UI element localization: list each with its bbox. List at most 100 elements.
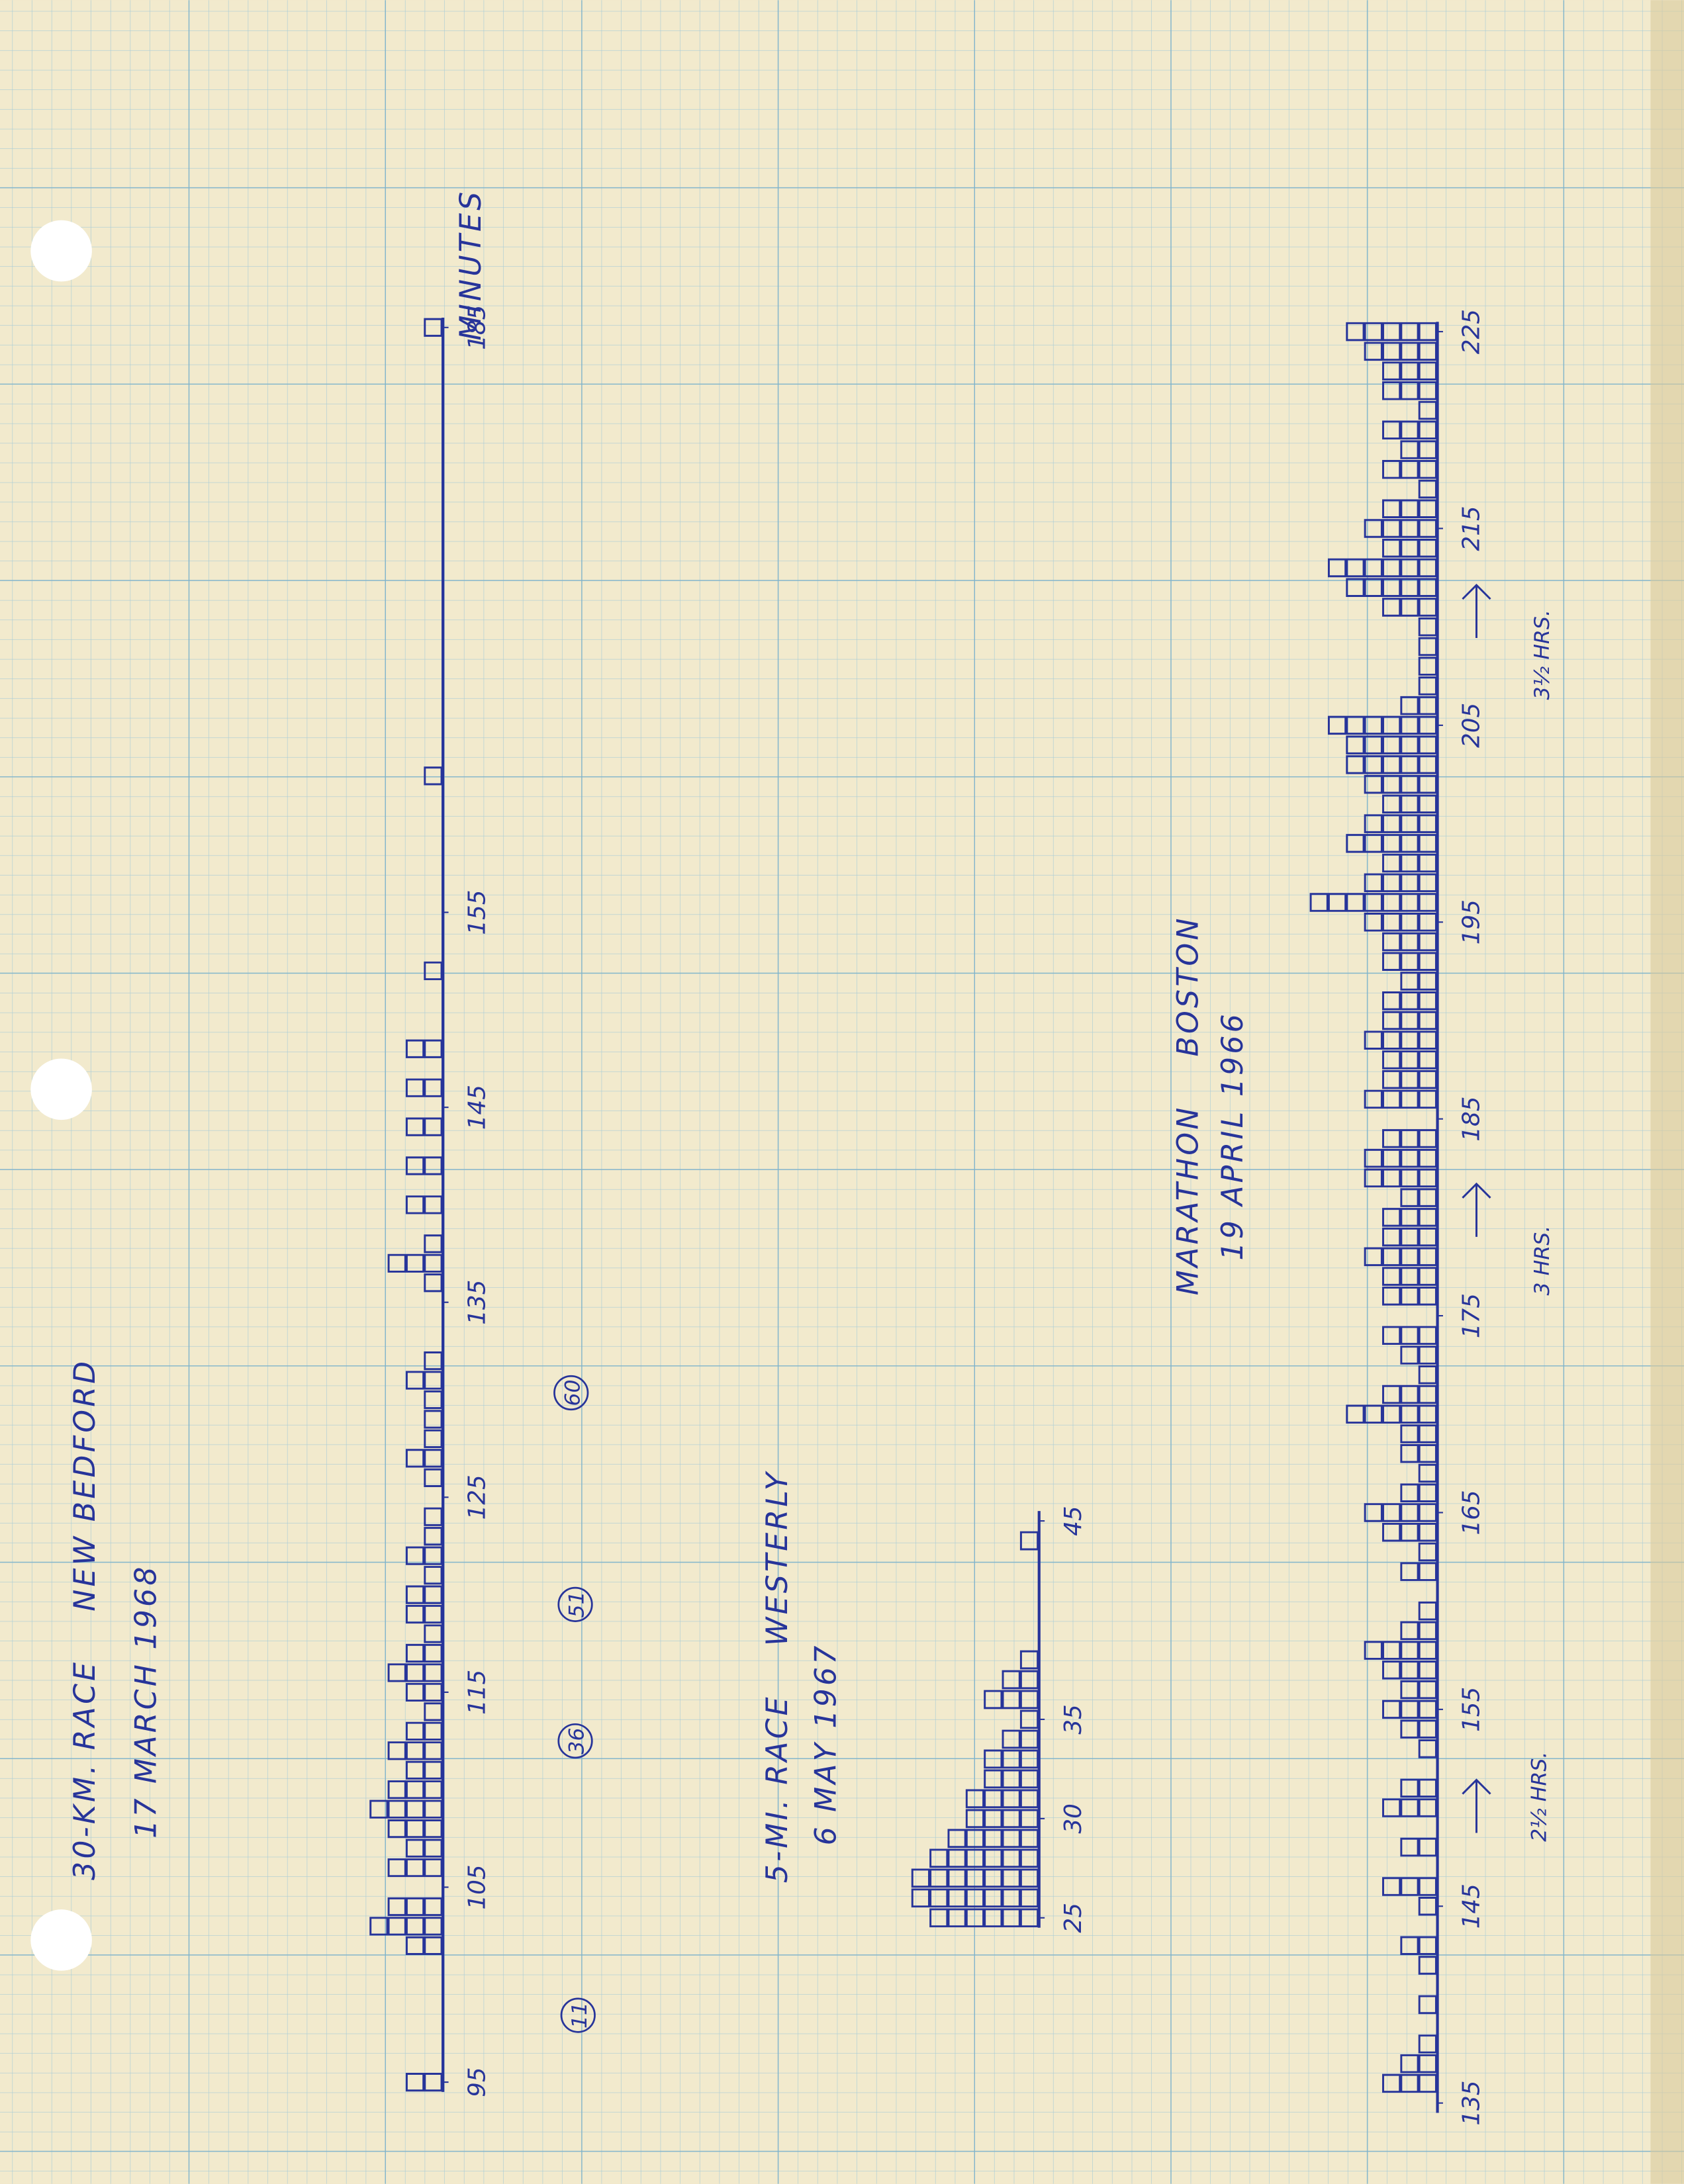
unit-column [1382, 1267, 1437, 1286]
unit-column [1382, 1877, 1437, 1896]
unit-column [387, 1819, 443, 1839]
unit-column [405, 1449, 443, 1468]
unit-column [1418, 637, 1437, 657]
unit-column [1400, 1621, 1437, 1641]
tick-label: 145 [1458, 1884, 1485, 1929]
unit-column [1418, 1542, 1437, 1562]
unit-column [1002, 1729, 1039, 1749]
unit-column [1418, 1956, 1437, 1975]
unit-column [1400, 972, 1437, 991]
unit-column [1364, 873, 1437, 893]
unit-column [1382, 460, 1437, 479]
unit-column [424, 1624, 443, 1643]
unit-column [1418, 1463, 1437, 1483]
tick-label: 35 [1060, 1704, 1087, 1735]
tick-label: 155 [1458, 1687, 1485, 1732]
unit-column [1364, 1168, 1437, 1188]
paper-edge [1650, 0, 1684, 2184]
unit-column [387, 1858, 443, 1878]
unit-column [1309, 893, 1437, 912]
unit-column [965, 1789, 1039, 1809]
tick-label: 205 [1458, 703, 1485, 748]
punch-hole [30, 1058, 92, 1120]
unit-column [1346, 1404, 1437, 1424]
arrow [1462, 1778, 1491, 1833]
unit-column [984, 1690, 1039, 1709]
unit-column [1400, 1483, 1437, 1502]
unit-column [1400, 1424, 1437, 1443]
unit-column [1400, 1562, 1437, 1581]
unit-column [424, 1702, 443, 1721]
unit-column [984, 1749, 1039, 1769]
unit-column [929, 1848, 1039, 1868]
annotation: 3 HRS. [1530, 1226, 1554, 1296]
unit-column [1418, 617, 1437, 637]
unit-column [1400, 696, 1437, 715]
unit-column [424, 1273, 443, 1293]
unit-column [1346, 834, 1437, 853]
unit-column [424, 1390, 443, 1410]
unit-column [1418, 1739, 1437, 1758]
unit-column [1382, 1385, 1437, 1404]
unit-column [929, 1908, 1039, 1928]
unit-column [405, 1039, 443, 1058]
circle-mark [553, 1375, 589, 1411]
unit-column [405, 1371, 443, 1390]
unit-column [1418, 1897, 1437, 1916]
unit-column [405, 1195, 443, 1214]
tick-label: 125 [463, 1475, 491, 1520]
unit-column [1364, 814, 1437, 833]
unit-column [424, 1234, 443, 1253]
unit-column [1418, 676, 1437, 696]
unit-column [1382, 853, 1437, 873]
unit-column [1400, 1188, 1437, 1207]
tick-label: 135 [1458, 2081, 1485, 2126]
tick-label: 45 [1060, 1506, 1087, 1536]
unit-column [1364, 519, 1437, 538]
unit-column [1382, 499, 1437, 518]
tick-label: 145 [463, 1085, 491, 1130]
tick-label: 175 [1458, 1293, 1485, 1338]
unit-column [1382, 1287, 1437, 1306]
unit-column [1364, 913, 1437, 932]
unit-column [1327, 558, 1437, 578]
unit-column [1382, 381, 1437, 400]
unit-column [1418, 1601, 1437, 1621]
unit-column [405, 1604, 443, 1624]
unit-column [387, 1741, 443, 1760]
unit-column [1418, 479, 1437, 499]
unit-column [1382, 794, 1437, 814]
unit-column [1364, 1148, 1437, 1168]
unit-column [1382, 1129, 1437, 1148]
unit-column [1400, 1444, 1437, 1463]
chart-subtitle: 19 APRIL 1966 [1216, 1011, 1250, 1261]
punch-hole [30, 1909, 92, 1971]
unit-column [1418, 400, 1437, 420]
tick-label: 95 [463, 2067, 491, 2097]
circled-count: 36 [565, 1727, 589, 1754]
circle-mark [557, 1723, 593, 1759]
unit-column [405, 1721, 443, 1741]
unit-column [1382, 1326, 1437, 1345]
unit-column [387, 1253, 443, 1273]
tick-label: 185 [1458, 1097, 1485, 1142]
tick-label: 195 [1458, 899, 1485, 944]
annotation: 2½ HRS. [1528, 1752, 1552, 1842]
unit-column [1364, 1641, 1437, 1660]
tick-label: 165 [1458, 1490, 1485, 1535]
unit-column [424, 1527, 443, 1546]
unit-column [1382, 538, 1437, 558]
unit-column [424, 1566, 443, 1585]
axis-label: MINUTES [454, 189, 488, 341]
unit-column [911, 1868, 1039, 1888]
unit-column [369, 1799, 443, 1819]
unit-column [1327, 715, 1437, 735]
unit-column [1382, 2073, 1437, 2093]
unit-column [405, 1546, 443, 1565]
unit-column [1019, 1709, 1039, 1729]
unit-column [1019, 1650, 1039, 1670]
unit-column [424, 318, 443, 337]
